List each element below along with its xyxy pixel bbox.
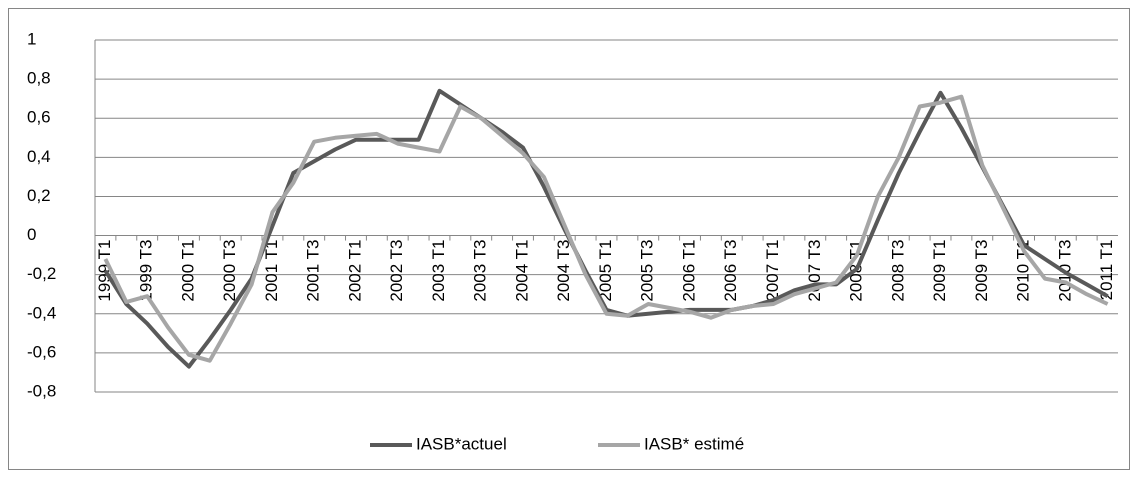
x-tick-label: 2009 T1 <box>930 240 949 302</box>
y-tick-label: -0,4 <box>27 303 56 322</box>
x-tick-label: 2000 T1 <box>178 240 197 302</box>
x-tick-label: 2002 T3 <box>387 240 406 302</box>
x-tick-label: 2006 T3 <box>721 240 740 302</box>
y-tick-label: 0,2 <box>27 186 51 205</box>
y-tick-label: 0,6 <box>27 108 51 127</box>
x-tick-label: 2006 T1 <box>679 240 698 302</box>
x-tick-label: 1999 T3 <box>137 240 156 302</box>
x-tick-label: 2003 T1 <box>429 240 448 302</box>
x-tick-label: 1999 T1 <box>95 240 114 302</box>
y-tick-label: 0,8 <box>27 69 51 88</box>
y-tick-label: 1 <box>27 29 36 48</box>
x-tick-label: 2005 T1 <box>596 240 615 302</box>
x-tick-label: 2002 T1 <box>345 240 364 302</box>
legend-label: IASB* estimé <box>644 434 744 453</box>
y-tick-label: 0,4 <box>27 147 51 166</box>
y-tick-label: -0,2 <box>27 264 56 283</box>
series-line <box>103 94 1109 363</box>
x-tick-label: 2000 T3 <box>220 240 239 302</box>
y-tick-label: -0,8 <box>27 381 56 400</box>
x-tick-label: 2009 T3 <box>972 240 991 302</box>
x-tick-label: 2007 T1 <box>763 240 782 302</box>
x-tick-label: 2001 T1 <box>262 240 281 302</box>
x-tick-label: 2001 T3 <box>304 240 323 302</box>
x-tick-label: 2011 T1 <box>1097 240 1116 301</box>
legend-label: IASB*actuel <box>416 434 507 453</box>
y-tick-label: 0 <box>27 225 36 244</box>
y-tick-label: -0,6 <box>27 342 56 361</box>
x-tick-label: 2003 T3 <box>471 240 490 302</box>
x-tick-label: 2004 T1 <box>512 240 531 302</box>
x-tick-label: 2004 T3 <box>554 240 573 302</box>
x-tick-label: 2008 T3 <box>888 240 907 302</box>
x-tick-label: 2005 T3 <box>638 240 657 302</box>
